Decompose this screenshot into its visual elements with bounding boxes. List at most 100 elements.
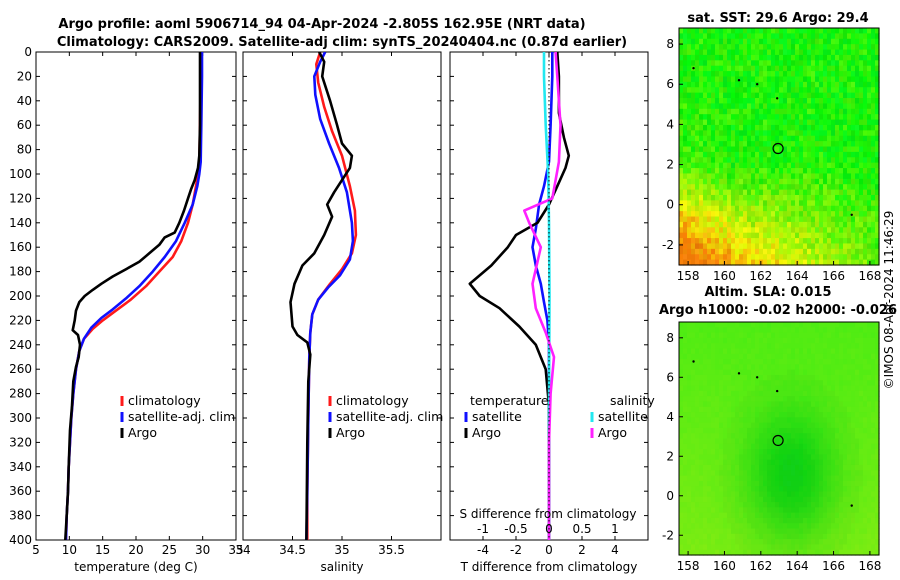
- sla-map-cell: [815, 491, 820, 498]
- sst-map-cell: [787, 103, 792, 110]
- sla-map-cell: [727, 422, 732, 429]
- sla-map-cell: [787, 533, 792, 540]
- sst-map-cell: [695, 205, 700, 212]
- sla-map-cell: [739, 380, 744, 387]
- sst-map-cell: [759, 162, 764, 169]
- sla-map-cell: [819, 364, 824, 371]
- sst-map-cell: [839, 33, 844, 40]
- sla-map-cell: [875, 322, 880, 328]
- sla-map-cell: [707, 544, 712, 551]
- sst-map-cell: [783, 184, 788, 191]
- sla-map-cell: [779, 480, 784, 487]
- sst-map-cell: [763, 44, 768, 51]
- sst-map-cell: [691, 189, 696, 196]
- sla-map-cell: [727, 533, 732, 540]
- sla-map-cell: [835, 353, 840, 360]
- sla-map-cell: [835, 480, 840, 487]
- sla-map-cell: [843, 544, 848, 551]
- sla-map-cell: [723, 433, 728, 440]
- sla-map-cell: [783, 359, 788, 365]
- sst-map-cell: [723, 151, 728, 158]
- sst-map-cell: [687, 146, 692, 153]
- sla-map-cell: [687, 549, 692, 556]
- sst-map-cell: [851, 151, 856, 158]
- sla-map-cell: [791, 475, 796, 482]
- sla-map-cell: [807, 502, 812, 508]
- sla-map-cell: [819, 343, 824, 350]
- sla-map-cell: [691, 337, 696, 344]
- sst-map-cell: [799, 157, 804, 164]
- sst-map-cell: [799, 44, 804, 51]
- sst-map-cell: [795, 146, 800, 153]
- sst-map-cell: [823, 221, 828, 228]
- sla-map-cell: [867, 502, 872, 508]
- sla-map-cell: [803, 475, 808, 482]
- sla-map-cell: [695, 327, 700, 334]
- sla-map-cell: [683, 549, 688, 556]
- sla-map-cell: [863, 480, 868, 487]
- sst-map-cell: [795, 60, 800, 67]
- sla-map-cell: [795, 475, 800, 482]
- sst-map-cell: [783, 71, 788, 78]
- sla-map-cell: [775, 364, 780, 371]
- sst-map-cell: [747, 119, 752, 126]
- sla-map-cell: [735, 512, 740, 519]
- sst-map-cell: [695, 108, 700, 115]
- sst-map-cell: [755, 141, 760, 148]
- difference-temp-legend-label: satellite: [472, 409, 522, 424]
- sst-map-cell: [687, 119, 692, 126]
- sla-map-cell: [779, 523, 784, 530]
- sst-map-cell: [743, 146, 748, 153]
- sst-map-cell: [875, 54, 880, 61]
- sst-map-cell: [823, 76, 828, 83]
- sla-map-cell: [767, 401, 772, 408]
- sla-map-cell: [871, 380, 876, 387]
- sst-map-cell: [803, 238, 808, 245]
- sla-map-cell: [767, 475, 772, 482]
- sla-map-cell: [839, 486, 844, 493]
- sst-map-cell: [747, 87, 752, 94]
- sst-map-cell: [775, 103, 780, 110]
- sst-map-cell: [795, 211, 800, 218]
- sla-map-cell: [723, 443, 728, 450]
- sst-map-cell: [791, 92, 796, 99]
- sla-map-cell: [863, 459, 868, 466]
- sla-map-cell: [779, 427, 784, 434]
- sst-map-cell: [735, 65, 740, 72]
- sla-map-cell: [779, 496, 784, 503]
- sst-map-cell: [759, 227, 764, 234]
- sst-map-cell: [795, 254, 800, 261]
- sst-map-cell: [847, 76, 852, 83]
- sst-map-cell: [687, 162, 692, 169]
- sla-map-cell: [691, 464, 696, 471]
- sst-map-cell: [727, 76, 732, 83]
- sla-map-cell: [819, 449, 824, 455]
- sla-map-cell: [719, 486, 724, 493]
- sst-map-cell: [691, 81, 696, 88]
- sla-map-cell: [847, 353, 852, 360]
- sst-map-cell: [767, 87, 772, 94]
- sst-map-cell: [683, 135, 688, 142]
- sst-map-cell: [751, 211, 756, 218]
- sst-map-cell: [819, 60, 824, 67]
- sst-map-cell: [779, 146, 784, 153]
- sst-map-cell: [719, 162, 724, 169]
- sst-map-cell: [719, 227, 724, 234]
- sst-map-cell: [815, 205, 820, 212]
- sla-map-cell: [803, 433, 808, 440]
- sst-map-cell: [847, 243, 852, 250]
- sla-map-cell: [687, 480, 692, 487]
- sla-map-cell: [691, 523, 696, 530]
- sla-map-cell: [751, 401, 756, 408]
- sla-map-cell: [875, 390, 880, 397]
- sst-map-cell: [835, 221, 840, 228]
- sla-map-cell: [739, 502, 744, 508]
- sla-map-cell: [835, 364, 840, 371]
- sst-map-cell: [679, 238, 684, 245]
- sla-map-cell: [835, 454, 840, 461]
- sst-map-cell: [855, 227, 860, 234]
- sst-map-cell: [707, 205, 712, 212]
- sst-map-cell: [783, 76, 788, 83]
- sst-map-cell: [851, 135, 856, 142]
- sst-map-cell: [703, 141, 708, 148]
